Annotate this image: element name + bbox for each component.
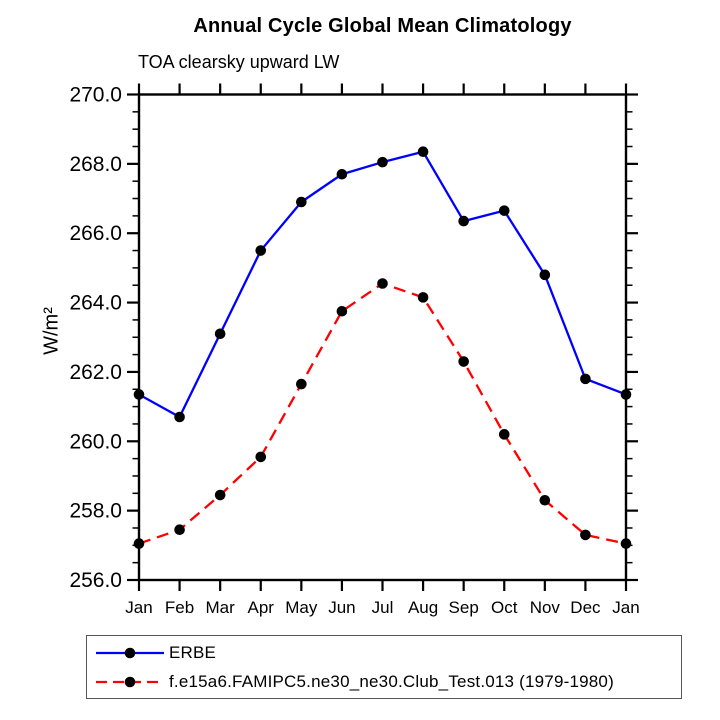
data-point-marker — [620, 389, 632, 400]
x-tick-label: Jul — [372, 598, 394, 617]
x-tick-label: Aug — [408, 598, 438, 617]
y-tick-label: 260.0 — [69, 430, 122, 453]
x-tick-label: Sep — [449, 598, 479, 617]
data-point-marker — [296, 378, 307, 390]
data-point-marker — [174, 524, 185, 536]
chart-subtitle: TOA clearsky upward LW — [138, 52, 340, 72]
data-point-marker — [580, 529, 591, 541]
x-tick-label: Nov — [530, 598, 561, 617]
erbe-sample-marker — [124, 647, 136, 658]
data-point-marker — [174, 411, 185, 423]
data-point-marker — [498, 429, 510, 440]
legend-label-erbe: ERBE — [169, 642, 217, 662]
data-point-marker — [458, 356, 469, 367]
x-tick-label: Feb — [165, 598, 194, 617]
legend-box: ERBE f.e15a6.FAMIPC5.ne30_ne30.Club_Test… — [86, 635, 682, 699]
model-sample-marker — [124, 676, 136, 687]
data-point-marker — [539, 269, 551, 281]
x-tick-label: Dec — [570, 598, 601, 617]
x-tick-label: Oct — [491, 598, 518, 617]
data-point-marker — [417, 146, 429, 158]
data-point-marker — [620, 538, 632, 549]
data-point-marker — [296, 196, 307, 208]
erbe-line-sample — [96, 647, 164, 658]
legend-item-model: f.e15a6.FAMIPC5.ne30_ne30.Club_Test.013 … — [91, 667, 681, 696]
data-point-marker — [133, 538, 145, 549]
data-point-marker — [133, 389, 145, 400]
x-tick-label: Jan — [125, 598, 152, 617]
y-tick-label: 266.0 — [69, 222, 122, 245]
x-tick-label: Mar — [206, 598, 236, 617]
data-point-marker — [377, 278, 388, 289]
data-point-marker — [255, 451, 267, 463]
data-point-marker — [214, 489, 226, 501]
x-tick-label: Jun — [328, 598, 355, 617]
y-tick-label: 256.0 — [69, 569, 122, 592]
series-line-model — [138, 282, 627, 545]
x-tick-label: May — [285, 598, 318, 617]
y-tick-label: 262.0 — [69, 361, 122, 384]
y-tick-label: 258.0 — [69, 500, 122, 523]
data-point-marker — [377, 156, 388, 168]
x-tick-label: Jan — [612, 598, 639, 617]
data-point-marker — [336, 305, 348, 317]
data-point-marker — [458, 215, 469, 227]
y-tick-label: 264.0 — [69, 292, 122, 315]
data-point-marker — [539, 494, 551, 506]
legend-label-model: f.e15a6.FAMIPC5.ne30_ne30.Club_Test.013 … — [169, 671, 614, 691]
data-point-marker — [498, 205, 510, 216]
y-tick-label: 268.0 — [69, 153, 122, 176]
data-point-marker — [417, 292, 429, 303]
model-line-sample — [96, 676, 164, 687]
x-tick-label: Apr — [248, 598, 275, 617]
chart-title: Annual Cycle Global Mean Climatology — [193, 15, 572, 37]
legend-item-erbe: ERBE — [91, 638, 681, 667]
data-point-marker — [580, 373, 591, 385]
data-point-marker — [214, 328, 226, 340]
data-point-marker — [255, 245, 267, 256]
y-tick-label: 270.0 — [69, 84, 122, 107]
data-point-marker — [336, 168, 348, 180]
